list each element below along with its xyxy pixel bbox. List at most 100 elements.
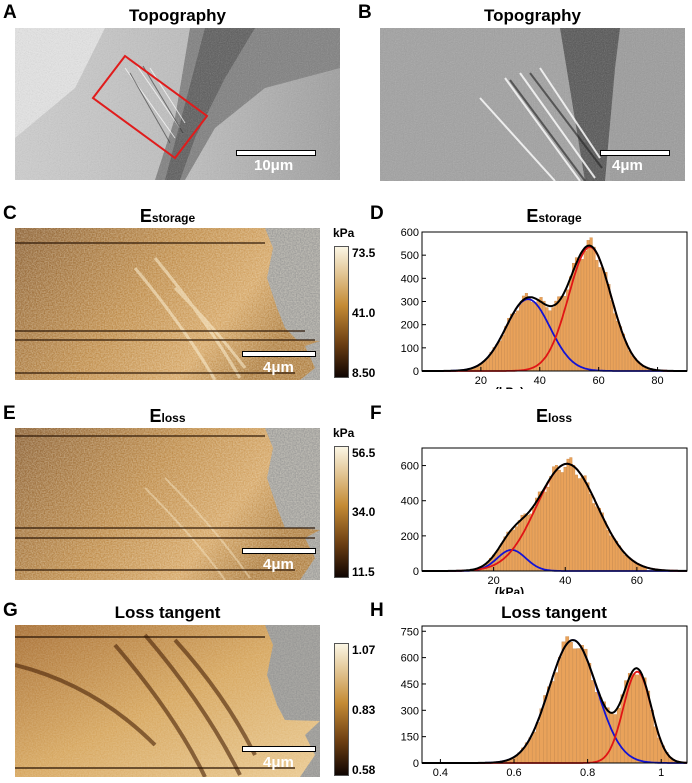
colorbar-e-unit: kPa	[333, 426, 355, 440]
histogram-bar	[572, 465, 576, 572]
histogram-bar	[569, 457, 573, 572]
histogram-bar	[577, 259, 581, 372]
histogram-bar	[612, 538, 616, 572]
histogram-bar	[554, 672, 559, 764]
x-axis-label: (kPa)	[495, 585, 524, 594]
roi-box	[91, 54, 209, 160]
y-tick-label: 750	[401, 626, 419, 638]
histogram-bar	[504, 326, 508, 372]
histogram-bar	[535, 722, 540, 764]
histogram-bar	[500, 543, 504, 572]
y-tick-label: 300	[401, 705, 419, 717]
histogram-bar	[592, 246, 596, 372]
histogram-bar	[545, 307, 549, 372]
histogram-bar	[587, 663, 592, 764]
x-tick-label: 40	[534, 375, 546, 387]
panel-label-f: F	[370, 403, 382, 424]
histogram-bar	[495, 344, 499, 372]
y-tick-label: 600	[401, 461, 419, 473]
scale-label-b: 4μm	[612, 157, 643, 174]
colorbar-g-min: 0.58	[352, 763, 376, 777]
histogram-bar	[513, 312, 517, 372]
panel-label-d: D	[370, 203, 384, 224]
topography-image-b	[380, 28, 685, 181]
histogram-bar	[527, 296, 531, 372]
panel-f-title-main: E	[535, 406, 548, 426]
histogram-bar	[555, 465, 558, 572]
panel-label-e: E	[3, 403, 16, 424]
histogram-bar	[589, 494, 593, 572]
scale-label-g: 4μm	[263, 754, 294, 771]
loss-tangent-map	[15, 625, 320, 777]
histogram-bar	[543, 491, 547, 572]
y-tick-label: 0	[413, 366, 419, 378]
histogram-bar	[575, 474, 578, 572]
histogram-bar	[616, 707, 621, 764]
histogram-bar	[524, 293, 528, 372]
histogram-bar	[561, 641, 566, 764]
panel-g-title: Loss tangent	[114, 603, 221, 622]
histogram-bar	[607, 284, 611, 372]
histogram-bar	[626, 557, 630, 572]
histogram-bar	[566, 458, 570, 572]
histogram-bar	[550, 681, 555, 764]
x-tick-label: 0.6	[506, 767, 521, 779]
histogram-bar	[580, 475, 584, 572]
y-tick-label: 400	[401, 496, 419, 508]
colorbar-g-max: 1.07	[352, 643, 376, 657]
x-tick-label: 20	[475, 375, 487, 387]
scale-label-a: 10μm	[254, 157, 294, 174]
colorbar-c-min: 8.50	[352, 366, 376, 380]
histogram-bar	[613, 313, 617, 372]
panel-d-title: Estorage	[420, 206, 688, 227]
histogram-bar	[532, 507, 536, 572]
panel-label-h: H	[370, 600, 384, 621]
scale-label-e: 4μm	[263, 556, 294, 573]
y-tick-label: 300	[401, 297, 419, 309]
histogram-bar	[623, 554, 627, 572]
histogram-bar	[583, 648, 588, 764]
x-tick-label: 0.8	[580, 767, 595, 779]
panel-c-title-main: E	[139, 206, 152, 226]
colorbar-e-min: 11.5	[352, 565, 375, 579]
plot-area-F	[422, 457, 688, 572]
histogram-bar	[627, 350, 631, 372]
histogram-bar	[600, 512, 604, 572]
panel-f-title-sub: loss	[548, 411, 573, 425]
histogram-bar	[563, 466, 567, 572]
histogram-bar	[498, 340, 502, 372]
histogram-bar	[595, 506, 599, 572]
panel-e-title-sub: loss	[161, 411, 186, 425]
scale-bar-c	[242, 351, 316, 357]
histogram-bar	[586, 240, 590, 372]
panel-e-title-main: E	[149, 406, 162, 426]
histogram-bar	[521, 295, 525, 372]
histogram-bar	[601, 268, 605, 372]
panel-c-title-sub: storage	[151, 211, 196, 225]
y-tick-label: 500	[401, 250, 419, 262]
histogram-bar	[609, 535, 613, 572]
colorbar-g	[334, 643, 349, 776]
x-tick-label: 40	[559, 575, 571, 587]
histogram-bar	[536, 298, 540, 372]
histogram-bar	[560, 296, 564, 372]
histogram-bar	[519, 303, 522, 372]
histogram-bar	[642, 677, 647, 764]
histogram-bar	[598, 508, 601, 572]
histogram-bar	[589, 237, 593, 372]
histogram-loss-tangent: 0.4 0.6 0.8 1 0 150 300 450 600 750	[401, 625, 688, 779]
histogram-bar	[591, 680, 595, 764]
histogram-bar	[510, 313, 514, 372]
histogram-bar	[595, 260, 599, 372]
y-tick-label: 400	[401, 273, 419, 285]
x-axis-label: (kPa)	[495, 385, 524, 389]
histogram-bar	[516, 310, 520, 372]
histogram-bar	[631, 673, 636, 764]
storage-modulus-map	[15, 228, 320, 380]
histogram-bar	[557, 469, 561, 572]
histogram-bar	[583, 475, 587, 572]
histogram-bar	[594, 692, 599, 764]
colorbar-e-mid: 34.0	[352, 505, 376, 519]
colorbar-c-mid: 41.0	[352, 306, 376, 320]
y-tick-label: 450	[401, 679, 419, 691]
